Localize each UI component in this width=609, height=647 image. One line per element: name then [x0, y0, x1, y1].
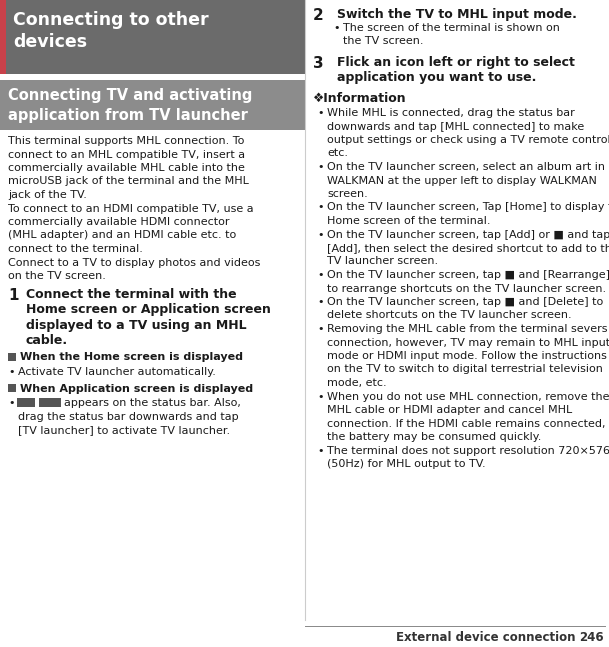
Text: •: •	[317, 162, 323, 172]
Text: This terminal supports MHL connection. To: This terminal supports MHL connection. T…	[8, 136, 244, 146]
Text: MHL cable or HDMI adapter and cancel MHL: MHL cable or HDMI adapter and cancel MHL	[327, 405, 572, 415]
Text: the TV screen.: the TV screen.	[343, 36, 423, 47]
Text: to rearrange shortcuts on the TV launcher screen.: to rearrange shortcuts on the TV launche…	[327, 283, 606, 294]
Text: To connect to an HDMI compatible TV, use a: To connect to an HDMI compatible TV, use…	[8, 204, 253, 214]
Text: appears on the status bar. Also,: appears on the status bar. Also,	[64, 398, 241, 408]
Bar	[17, 398, 35, 407]
Text: •: •	[333, 23, 339, 33]
Text: While MHL is connected, drag the status bar: While MHL is connected, drag the status …	[327, 108, 575, 118]
Text: On the TV launcher screen, tap [Add] or ■ and tap: On the TV launcher screen, tap [Add] or …	[327, 230, 609, 239]
Bar	[8, 353, 16, 360]
Text: jack of the TV.: jack of the TV.	[8, 190, 87, 200]
Text: mode or HDMI input mode. Follow the instructions: mode or HDMI input mode. Follow the inst…	[327, 351, 607, 361]
Text: TV launcher screen.: TV launcher screen.	[327, 256, 438, 267]
Bar	[0, 0, 305, 74]
Text: •: •	[8, 367, 15, 377]
Text: •: •	[317, 324, 323, 334]
Text: On the TV launcher screen, select an album art in: On the TV launcher screen, select an alb…	[327, 162, 605, 172]
Text: •: •	[317, 297, 323, 307]
Text: •: •	[317, 270, 323, 280]
Bar	[8, 384, 16, 391]
Text: on the TV screen.: on the TV screen.	[8, 271, 106, 281]
Text: •: •	[317, 203, 323, 212]
Text: drag the status bar downwards and tap: drag the status bar downwards and tap	[18, 411, 239, 421]
Text: Connecting TV and activating: Connecting TV and activating	[8, 88, 252, 103]
Text: 3: 3	[313, 56, 323, 71]
Text: On the TV launcher screen, Tap [Home] to display the: On the TV launcher screen, Tap [Home] to…	[327, 203, 609, 212]
Text: 1: 1	[8, 289, 18, 303]
Text: Connect the terminal with the: Connect the terminal with the	[26, 289, 237, 302]
Text: etc.: etc.	[327, 149, 348, 159]
Bar	[0, 0, 6, 74]
Text: On the TV launcher screen, tap ■ and [Rearrange]: On the TV launcher screen, tap ■ and [Re…	[327, 270, 609, 280]
Text: devices: devices	[13, 33, 87, 51]
Bar	[39, 398, 61, 407]
Text: On the TV launcher screen, tap ■ and [Delete] to: On the TV launcher screen, tap ■ and [De…	[327, 297, 604, 307]
Text: connect to the terminal.: connect to the terminal.	[8, 244, 143, 254]
Text: screen.: screen.	[327, 189, 368, 199]
Text: application you want to use.: application you want to use.	[337, 71, 537, 84]
Text: mode, etc.: mode, etc.	[327, 378, 387, 388]
Text: connect to an MHL compatible TV, insert a: connect to an MHL compatible TV, insert …	[8, 149, 245, 160]
Text: Home screen of the terminal.: Home screen of the terminal.	[327, 216, 490, 226]
Text: application from TV launcher: application from TV launcher	[8, 108, 248, 123]
Text: commercially available MHL cable into the: commercially available MHL cable into th…	[8, 163, 245, 173]
Text: Connecting to other: Connecting to other	[13, 11, 209, 29]
Text: •: •	[317, 446, 323, 455]
Text: WALKMAN at the upper left to display WALKMAN: WALKMAN at the upper left to display WAL…	[327, 175, 597, 186]
Text: connection, however, TV may remain to MHL input: connection, however, TV may remain to MH…	[327, 338, 609, 347]
Text: Flick an icon left or right to select: Flick an icon left or right to select	[337, 56, 575, 69]
Text: connection. If the HDMI cable remains connected,: connection. If the HDMI cable remains co…	[327, 419, 605, 428]
Text: on the TV to switch to digital terrestrial television: on the TV to switch to digital terrestri…	[327, 364, 603, 375]
Text: •: •	[317, 391, 323, 402]
Text: displayed to a TV using an MHL: displayed to a TV using an MHL	[26, 318, 247, 331]
Text: •: •	[317, 230, 323, 239]
Text: downwards and tap [MHL connected] to make: downwards and tap [MHL connected] to mak…	[327, 122, 584, 131]
Text: 246: 246	[579, 631, 604, 644]
Bar	[0, 80, 305, 130]
Text: output settings or check using a TV remote control: output settings or check using a TV remo…	[327, 135, 609, 145]
Text: the battery may be consumed quickly.: the battery may be consumed quickly.	[327, 432, 541, 442]
Text: 2: 2	[313, 8, 324, 23]
Text: Switch the TV to MHL input mode.: Switch the TV to MHL input mode.	[337, 8, 577, 21]
Text: The screen of the terminal is shown on: The screen of the terminal is shown on	[343, 23, 560, 33]
Text: External device connection: External device connection	[396, 631, 576, 644]
Text: (50Hz) for MHL output to TV.: (50Hz) for MHL output to TV.	[327, 459, 485, 469]
Text: cable.: cable.	[26, 333, 68, 347]
Text: Connect to a TV to display photos and videos: Connect to a TV to display photos and vi…	[8, 258, 261, 267]
Text: •: •	[317, 108, 323, 118]
Text: When you do not use MHL connection, remove the: When you do not use MHL connection, remo…	[327, 391, 609, 402]
Text: Activate TV launcher automatically.: Activate TV launcher automatically.	[18, 367, 216, 377]
Text: delete shortcuts on the TV launcher screen.: delete shortcuts on the TV launcher scre…	[327, 311, 572, 320]
Text: Removing the MHL cable from the terminal severs: Removing the MHL cable from the terminal…	[327, 324, 608, 334]
Text: •: •	[8, 398, 15, 408]
Text: When Application screen is displayed: When Application screen is displayed	[20, 384, 253, 393]
Text: The terminal does not support resolution 720×576p: The terminal does not support resolution…	[327, 446, 609, 455]
Text: [Add], then select the desired shortcut to add to the: [Add], then select the desired shortcut …	[327, 243, 609, 253]
Text: ❖Information: ❖Information	[313, 92, 407, 105]
Text: (MHL adapter) and an HDMI cable etc. to: (MHL adapter) and an HDMI cable etc. to	[8, 230, 236, 241]
Text: commercially available HDMI connector: commercially available HDMI connector	[8, 217, 230, 227]
Text: When the Home screen is displayed: When the Home screen is displayed	[20, 353, 243, 362]
Text: [TV launcher] to activate TV launcher.: [TV launcher] to activate TV launcher.	[18, 425, 230, 435]
Text: microUSB jack of the terminal and the MHL: microUSB jack of the terminal and the MH…	[8, 177, 249, 186]
Text: Home screen or Application screen: Home screen or Application screen	[26, 303, 271, 316]
